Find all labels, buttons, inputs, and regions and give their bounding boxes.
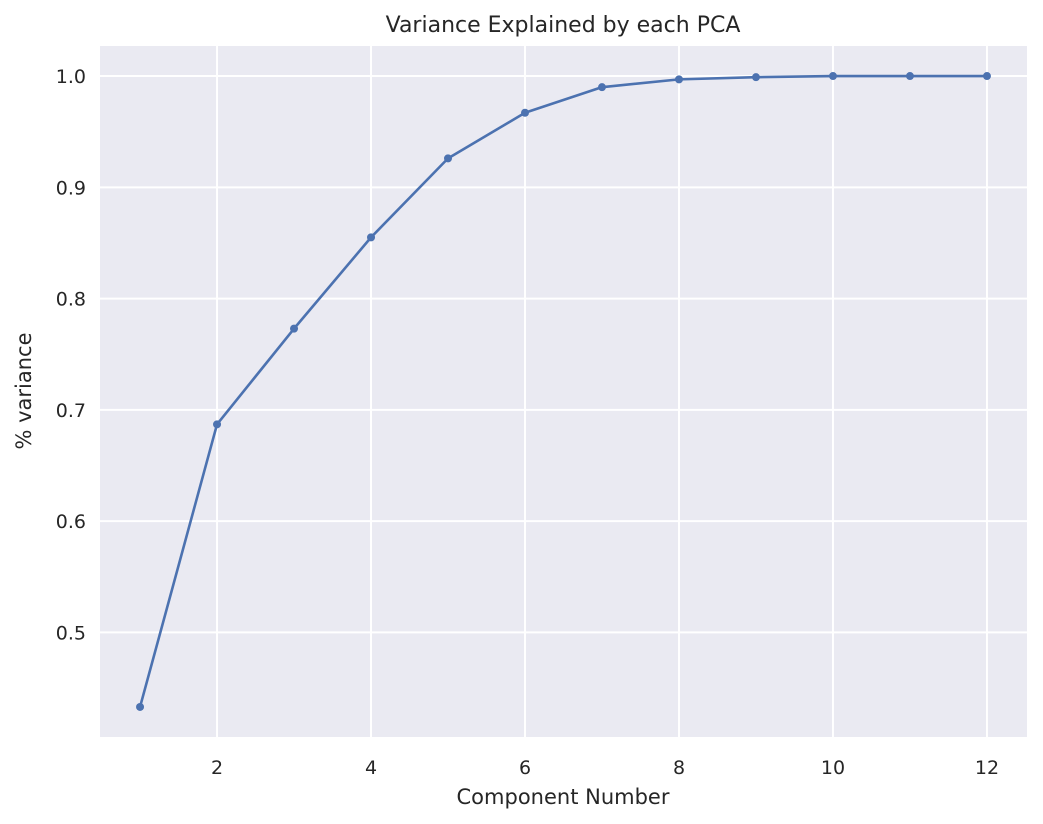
y-tick-labels: 0.5 0.6 0.7 0.8 0.9 1.0 — [56, 66, 86, 644]
y-tick-label: 0.6 — [56, 511, 86, 533]
data-point — [367, 233, 376, 242]
x-tick-labels: 2 4 6 8 10 12 — [211, 757, 999, 779]
data-point — [597, 83, 606, 92]
y-axis-label: % variance — [12, 332, 36, 449]
series-line — [138, 74, 987, 708]
chart-title: Variance Explained by each PCA — [386, 13, 741, 38]
y-tick-label: 0.9 — [56, 177, 86, 199]
x-tick-label: 10 — [821, 757, 845, 779]
x-tick-label: 4 — [365, 757, 377, 779]
series-layer — [136, 72, 991, 711]
data-point — [674, 75, 683, 84]
data-point — [213, 420, 222, 429]
data-point — [982, 72, 991, 81]
data-point — [828, 72, 837, 81]
data-point — [905, 72, 914, 81]
data-point — [751, 73, 760, 82]
x-tick-label: 2 — [211, 757, 223, 779]
data-point — [136, 702, 145, 711]
data-point — [444, 154, 453, 163]
x-axis-label: Component Number — [457, 785, 670, 809]
data-point — [290, 324, 299, 333]
y-tick-label: 0.7 — [56, 400, 86, 422]
x-tick-label: 12 — [975, 757, 999, 779]
y-tick-label: 0.5 — [56, 622, 86, 644]
y-tick-label: 1.0 — [56, 66, 86, 88]
data-point — [521, 108, 530, 117]
x-tick-label: 6 — [519, 757, 531, 779]
x-tick-label: 8 — [673, 757, 685, 779]
grid-lines — [100, 46, 1027, 737]
plot-area — [100, 46, 1027, 737]
y-tick-label: 0.8 — [56, 289, 86, 311]
